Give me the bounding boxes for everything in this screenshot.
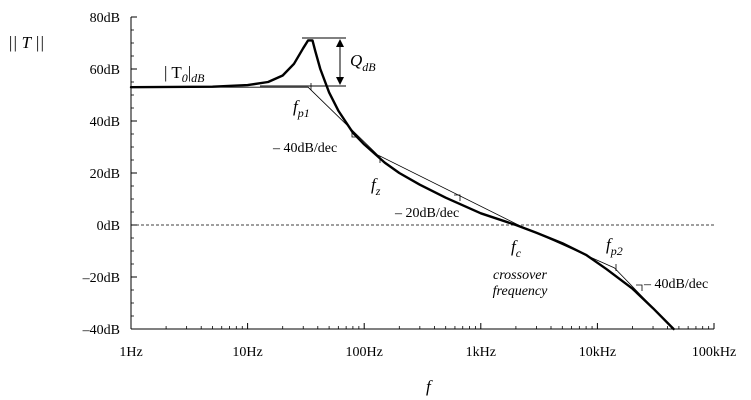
fz-label: fz xyxy=(371,175,381,198)
asymptote-markers xyxy=(351,131,643,291)
crossover-line1: crossover xyxy=(493,268,547,283)
q-label: QdB xyxy=(350,51,376,74)
fp1-sub: p1 xyxy=(297,106,310,120)
crossover-line2: frequency xyxy=(493,284,548,299)
fz-sub: z xyxy=(375,184,381,198)
t0-tail: | xyxy=(188,63,191,82)
q-db-arrow xyxy=(260,37,346,87)
corner-ticks xyxy=(310,83,617,271)
fc-sub: c xyxy=(516,246,522,260)
slope3-label: – 40dB/dec xyxy=(643,277,708,292)
y-tick-label: –40dB xyxy=(82,323,120,338)
slope2-label: – 20dB/dec xyxy=(394,206,459,221)
t0-db: dB xyxy=(191,71,205,85)
marker-slope3 xyxy=(636,284,643,291)
x-axis-label: f xyxy=(426,377,433,396)
fp2-sub: p2 xyxy=(610,244,623,258)
fp1-label: fp1 xyxy=(293,97,310,120)
x-tick-label: 100kHz xyxy=(692,345,736,360)
fp2-main: f xyxy=(606,235,613,254)
fp2-label: fp2 xyxy=(606,235,623,258)
t0-label: | T0|dB xyxy=(164,63,205,85)
fp1-main: f xyxy=(293,97,300,116)
x-tick-label: 10Hz xyxy=(232,345,262,360)
y-tick-label: 20dB xyxy=(90,167,120,182)
y-tick-label: 80dB xyxy=(90,11,120,26)
marker-slope2 xyxy=(454,194,461,201)
marker-slope1 xyxy=(351,131,358,138)
slope1-label: – 40dB/dec xyxy=(272,141,337,156)
q-arrow-head-down xyxy=(336,77,344,85)
y-tick-label: 40dB xyxy=(90,115,120,130)
q-sub: dB xyxy=(362,60,376,74)
t0-bar: | T xyxy=(164,63,182,82)
q-main: Q xyxy=(350,51,362,70)
curves-layer xyxy=(129,39,675,331)
x-tick-label: 100Hz xyxy=(346,345,383,360)
magnitude-curve xyxy=(129,39,675,331)
fc-label: fc xyxy=(511,237,522,260)
y-tick-label: 60dB xyxy=(90,63,120,78)
y-tick-label: 0dB xyxy=(97,219,120,234)
t0-sub: 0 xyxy=(182,71,188,85)
x-tick-label: 1Hz xyxy=(119,345,142,360)
y-tick-label: –20dB xyxy=(82,271,120,286)
x-tick-label: 10kHz xyxy=(579,345,616,360)
x-tick-label: 1kHz xyxy=(466,345,496,360)
fc-main: f xyxy=(511,237,518,256)
q-arrow-head-up xyxy=(336,39,344,47)
fz-main: f xyxy=(371,175,378,194)
y-axis-label: || T || xyxy=(8,33,44,52)
asymptote-curve xyxy=(130,86,674,330)
